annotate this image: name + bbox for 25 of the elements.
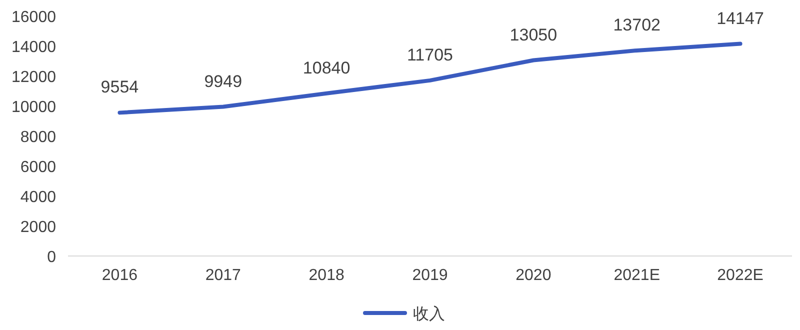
x-tick-label: 2020	[516, 267, 552, 284]
x-tick-label: 2016	[102, 267, 138, 284]
y-tick-label: 8000	[20, 129, 56, 146]
data-label: 11705	[406, 45, 454, 64]
y-tick-label: 12000	[12, 69, 56, 86]
y-tick-label: 10000	[12, 99, 56, 116]
y-tick-label: 16000	[12, 9, 56, 26]
data-label: 13050	[510, 25, 558, 44]
data-label: 9949	[204, 72, 242, 91]
data-label: 10840	[302, 58, 350, 78]
x-tick-label: 2021E	[614, 267, 660, 284]
y-tick-label: 6000	[20, 159, 56, 176]
x-tick-label: 2019	[412, 267, 448, 284]
y-tick-label: 4000	[20, 189, 56, 206]
data-label: 13702	[613, 15, 660, 34]
x-tick-label: 2018	[308, 267, 344, 284]
y-tick-label: 2000	[20, 219, 56, 236]
legend: 收入	[363, 306, 445, 323]
x-tick-label: 2017	[205, 267, 242, 284]
y-tick-label: 0	[47, 249, 56, 266]
data-label: 14147	[716, 8, 764, 28]
data-label: 9554	[100, 78, 139, 97]
y-tick-label: 14000	[12, 39, 56, 56]
legend-label: 收入	[413, 305, 445, 323]
x-tick-label: 2022E	[717, 267, 764, 284]
